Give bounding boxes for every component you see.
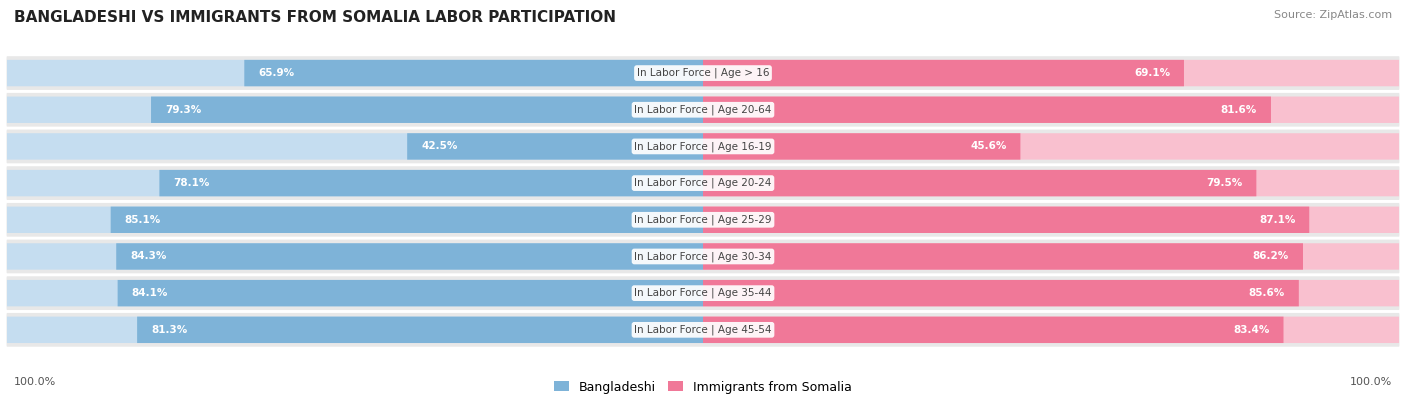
FancyBboxPatch shape [703, 243, 1303, 270]
Text: In Labor Force | Age > 16: In Labor Force | Age > 16 [637, 68, 769, 78]
FancyBboxPatch shape [7, 130, 1399, 163]
FancyBboxPatch shape [7, 203, 1399, 237]
FancyBboxPatch shape [703, 96, 1271, 123]
FancyBboxPatch shape [7, 133, 703, 160]
Text: BANGLADESHI VS IMMIGRANTS FROM SOMALIA LABOR PARTICIPATION: BANGLADESHI VS IMMIGRANTS FROM SOMALIA L… [14, 10, 616, 25]
Text: 78.1%: 78.1% [173, 178, 209, 188]
Text: 85.6%: 85.6% [1249, 288, 1285, 298]
Text: 81.3%: 81.3% [150, 325, 187, 335]
Text: In Labor Force | Age 45-54: In Labor Force | Age 45-54 [634, 325, 772, 335]
FancyBboxPatch shape [703, 280, 1299, 307]
FancyBboxPatch shape [703, 96, 1399, 123]
FancyBboxPatch shape [245, 60, 703, 86]
Legend: Bangladeshi, Immigrants from Somalia: Bangladeshi, Immigrants from Somalia [548, 376, 858, 395]
Text: 85.1%: 85.1% [125, 215, 160, 225]
Text: 84.1%: 84.1% [132, 288, 167, 298]
FancyBboxPatch shape [703, 207, 1399, 233]
FancyBboxPatch shape [703, 133, 1399, 160]
Text: 45.6%: 45.6% [970, 141, 1007, 151]
Text: In Labor Force | Age 16-19: In Labor Force | Age 16-19 [634, 141, 772, 152]
FancyBboxPatch shape [703, 170, 1399, 196]
Text: 81.6%: 81.6% [1220, 105, 1257, 115]
FancyBboxPatch shape [7, 276, 1399, 310]
Text: In Labor Force | Age 30-34: In Labor Force | Age 30-34 [634, 251, 772, 262]
FancyBboxPatch shape [703, 207, 1309, 233]
Text: 84.3%: 84.3% [131, 252, 166, 261]
FancyBboxPatch shape [7, 243, 703, 270]
FancyBboxPatch shape [7, 240, 1399, 273]
Text: 79.5%: 79.5% [1206, 178, 1243, 188]
FancyBboxPatch shape [118, 280, 703, 307]
FancyBboxPatch shape [703, 317, 1284, 343]
FancyBboxPatch shape [7, 93, 1399, 127]
FancyBboxPatch shape [7, 96, 703, 123]
FancyBboxPatch shape [7, 60, 703, 86]
Text: 83.4%: 83.4% [1233, 325, 1270, 335]
FancyBboxPatch shape [703, 60, 1184, 86]
FancyBboxPatch shape [117, 243, 703, 270]
FancyBboxPatch shape [703, 317, 1399, 343]
Text: 86.2%: 86.2% [1253, 252, 1289, 261]
FancyBboxPatch shape [703, 133, 1021, 160]
FancyBboxPatch shape [111, 207, 703, 233]
Text: In Labor Force | Age 25-29: In Labor Force | Age 25-29 [634, 214, 772, 225]
Text: 87.1%: 87.1% [1258, 215, 1295, 225]
FancyBboxPatch shape [7, 280, 703, 307]
Text: 69.1%: 69.1% [1133, 68, 1170, 78]
Text: 100.0%: 100.0% [14, 377, 56, 387]
Text: 65.9%: 65.9% [259, 68, 294, 78]
FancyBboxPatch shape [7, 166, 1399, 200]
Text: In Labor Force | Age 35-44: In Labor Force | Age 35-44 [634, 288, 772, 298]
FancyBboxPatch shape [703, 60, 1399, 86]
FancyBboxPatch shape [703, 280, 1399, 307]
FancyBboxPatch shape [150, 96, 703, 123]
FancyBboxPatch shape [7, 207, 703, 233]
FancyBboxPatch shape [138, 317, 703, 343]
FancyBboxPatch shape [7, 313, 1399, 347]
Text: 79.3%: 79.3% [165, 105, 201, 115]
FancyBboxPatch shape [159, 170, 703, 196]
FancyBboxPatch shape [7, 170, 703, 196]
Text: 42.5%: 42.5% [422, 141, 457, 151]
Text: 100.0%: 100.0% [1350, 377, 1392, 387]
FancyBboxPatch shape [408, 133, 703, 160]
Text: In Labor Force | Age 20-64: In Labor Force | Age 20-64 [634, 105, 772, 115]
FancyBboxPatch shape [703, 243, 1399, 270]
Text: Source: ZipAtlas.com: Source: ZipAtlas.com [1274, 10, 1392, 20]
FancyBboxPatch shape [703, 170, 1257, 196]
FancyBboxPatch shape [7, 56, 1399, 90]
Text: In Labor Force | Age 20-24: In Labor Force | Age 20-24 [634, 178, 772, 188]
FancyBboxPatch shape [7, 317, 703, 343]
